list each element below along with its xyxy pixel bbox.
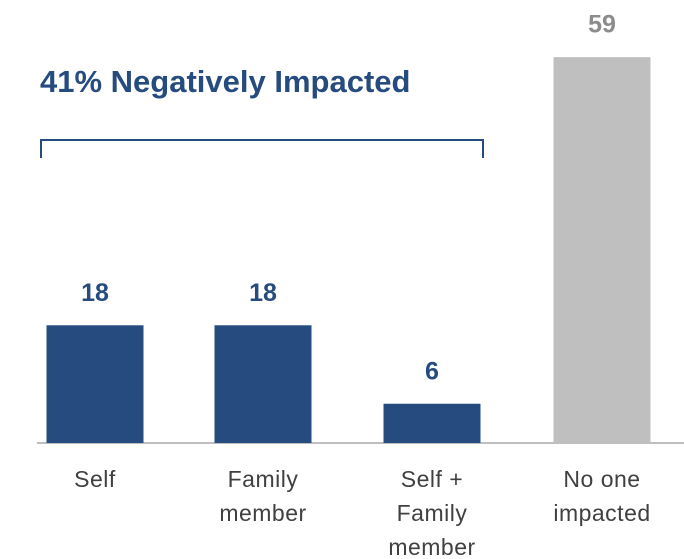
category-label: Self + Family member xyxy=(388,466,476,559)
bar xyxy=(383,403,481,443)
bar xyxy=(214,325,312,443)
bar xyxy=(553,57,651,443)
category-label: Family member xyxy=(219,466,307,526)
value-label: 59 xyxy=(588,11,616,39)
bracket xyxy=(40,139,484,158)
bar xyxy=(46,325,144,443)
value-label: 6 xyxy=(425,357,439,385)
category-label: Self xyxy=(74,466,116,492)
category-label: No one impacted xyxy=(553,466,651,526)
value-label: 18 xyxy=(249,279,277,307)
annotation: 41% Negatively Impacted xyxy=(40,64,410,99)
value-label: 18 xyxy=(81,279,109,307)
